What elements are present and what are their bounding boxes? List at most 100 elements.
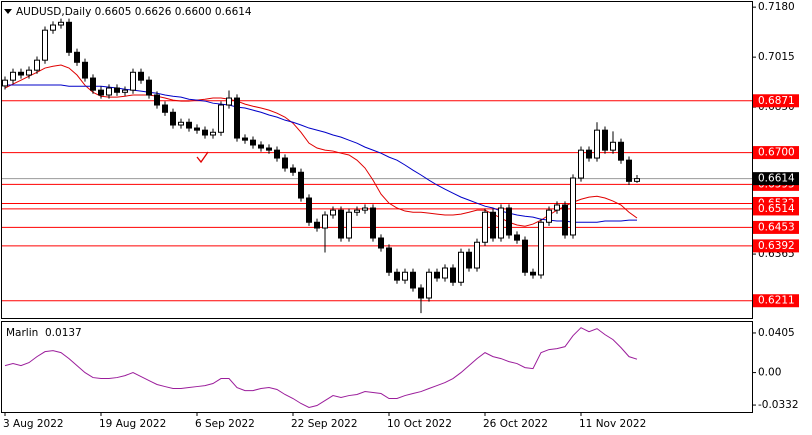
candle-body xyxy=(370,207,376,239)
candle-body xyxy=(410,271,416,289)
candle-body xyxy=(506,207,512,236)
candle-body xyxy=(34,59,40,71)
candle-body xyxy=(530,271,536,276)
candle-body xyxy=(378,237,384,249)
check-mark xyxy=(196,151,209,164)
candle-body xyxy=(450,267,456,283)
candle-body xyxy=(466,251,472,269)
candle-body xyxy=(634,178,640,182)
candle-body xyxy=(514,234,520,241)
candle-body xyxy=(330,209,336,216)
candle-body xyxy=(546,209,552,223)
candle-body xyxy=(626,159,632,182)
levels xyxy=(2,100,752,302)
candle-body xyxy=(194,127,200,131)
indicator-line xyxy=(4,327,638,409)
y-tick-label: -0.0332 xyxy=(758,399,799,411)
candle-body xyxy=(322,214,328,229)
candle-body xyxy=(146,79,152,96)
x-tick-label: 3 Aug 2022 xyxy=(3,418,64,430)
candle-body xyxy=(418,287,424,299)
candle-body xyxy=(314,221,320,229)
lines xyxy=(4,64,638,409)
candle-body xyxy=(242,137,248,141)
moving-average xyxy=(4,64,638,227)
y-tick-label: 0.0405 xyxy=(758,327,795,339)
price-label: 0.6614 xyxy=(758,173,795,185)
candle-body xyxy=(338,209,344,239)
candle-body xyxy=(562,204,568,236)
candle-body xyxy=(602,129,608,151)
candle-body xyxy=(234,97,240,139)
candle-body xyxy=(306,197,312,223)
candle-body xyxy=(362,207,368,211)
y-tick-label: 0.00 xyxy=(758,367,781,379)
candle-body xyxy=(154,94,160,106)
level-tag xyxy=(753,202,799,216)
candle-body xyxy=(578,149,584,179)
candle-body xyxy=(114,87,120,93)
candle-body xyxy=(618,141,624,161)
menu-triangle xyxy=(4,9,12,14)
level-label: 0.6514 xyxy=(758,203,795,215)
candle-body xyxy=(594,129,600,159)
candle-body xyxy=(490,211,496,239)
candle-body xyxy=(178,121,184,126)
candle-body xyxy=(66,21,72,53)
candle-body xyxy=(386,247,392,273)
candle-body xyxy=(474,241,480,269)
candle-body xyxy=(42,29,48,61)
candle-body xyxy=(402,271,408,281)
axis: 0.71800.70150.68500.63650.68710.67000.65… xyxy=(3,1,799,430)
chart-title: AUDUSD,Daily 0.6605 0.6626 0.6600 0.6614 xyxy=(16,6,252,18)
level-label: 0.6453 xyxy=(758,221,795,233)
candle-body xyxy=(282,157,288,169)
candle-body xyxy=(58,21,64,26)
level-tag xyxy=(753,94,799,108)
candle-body xyxy=(498,207,504,239)
candle-body xyxy=(482,211,488,243)
candle-body xyxy=(210,131,216,136)
y-tick-label: 0.7015 xyxy=(758,51,795,63)
candle-body xyxy=(98,89,104,96)
candle-body xyxy=(226,97,232,106)
level-label: 0.6392 xyxy=(758,240,795,252)
candle-body xyxy=(186,121,192,129)
candles xyxy=(2,18,640,314)
candle-body xyxy=(122,89,128,93)
candle-body xyxy=(610,141,616,151)
y-tick-label: 0.7180 xyxy=(758,1,795,13)
candle-body xyxy=(90,77,96,91)
candle-body xyxy=(218,104,224,133)
candle-body xyxy=(538,221,544,276)
candle-body xyxy=(522,239,528,273)
moving-average xyxy=(5,84,637,223)
x-tick-label: 26 Oct 2022 xyxy=(483,418,548,430)
candle-body xyxy=(586,149,592,159)
candle-body xyxy=(266,147,272,151)
candle-body xyxy=(138,71,144,81)
candle-body xyxy=(82,61,88,79)
candle-body xyxy=(258,144,264,149)
candle-body xyxy=(74,51,80,63)
candle-body xyxy=(202,129,208,136)
candle-body xyxy=(2,79,8,87)
indicator-panel xyxy=(1,321,753,413)
candle-body xyxy=(50,24,56,31)
candle-body xyxy=(10,71,16,81)
candle-body xyxy=(18,71,24,76)
candle-body xyxy=(394,271,400,281)
level-label: 0.6871 xyxy=(758,95,795,107)
x-tick-label: 11 Nov 2022 xyxy=(579,418,646,430)
candle-body xyxy=(434,271,440,279)
level-label: 0.6700 xyxy=(758,147,795,159)
candle-body xyxy=(26,69,32,76)
candle-body xyxy=(570,177,576,236)
candle-body xyxy=(162,104,168,113)
x-tick-label: 6 Sep 2022 xyxy=(195,418,255,430)
candle-body xyxy=(106,87,112,96)
level-tag xyxy=(753,220,799,234)
level-tag xyxy=(753,239,799,253)
